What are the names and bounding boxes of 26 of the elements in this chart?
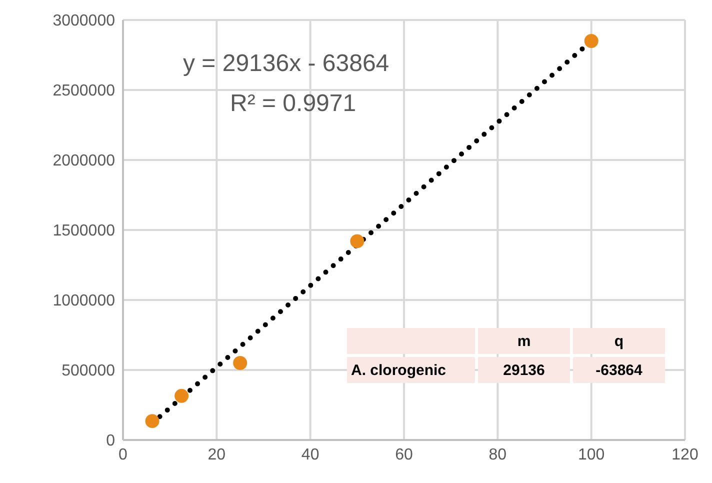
- annotation: 29136: [478, 357, 570, 383]
- point: [174, 388, 189, 403]
- x-tick-label: 80: [488, 446, 507, 464]
- point: [233, 356, 248, 370]
- x-tick-label: 40: [301, 446, 320, 464]
- point: [584, 34, 598, 48]
- annotation: A. clorogenic: [347, 357, 475, 383]
- y-tick-label: 0: [106, 432, 116, 450]
- x-tick-label: 60: [395, 446, 413, 464]
- y-tick-label: 3000000: [52, 12, 116, 30]
- annotation: q: [573, 328, 665, 354]
- y-tick-label: 2500000: [52, 82, 116, 100]
- y-tick-label: 2000000: [52, 152, 116, 170]
- annotation: y = 29136x - 63864: [183, 50, 390, 78]
- point: [145, 414, 160, 428]
- annotation: -63864: [573, 357, 665, 383]
- x-tick-label: 0: [118, 446, 128, 464]
- y-tick-label: 500000: [62, 362, 116, 380]
- y-tick-label: 1000000: [52, 292, 116, 310]
- annotation: m: [478, 328, 570, 354]
- x-tick-label: 20: [208, 446, 226, 464]
- annotation: R² = 0.9971: [230, 90, 356, 118]
- x-tick-label: 120: [672, 446, 698, 464]
- point: [350, 234, 364, 248]
- y-tick-label: 1500000: [52, 222, 116, 240]
- x-tick-label: 100: [578, 446, 605, 464]
